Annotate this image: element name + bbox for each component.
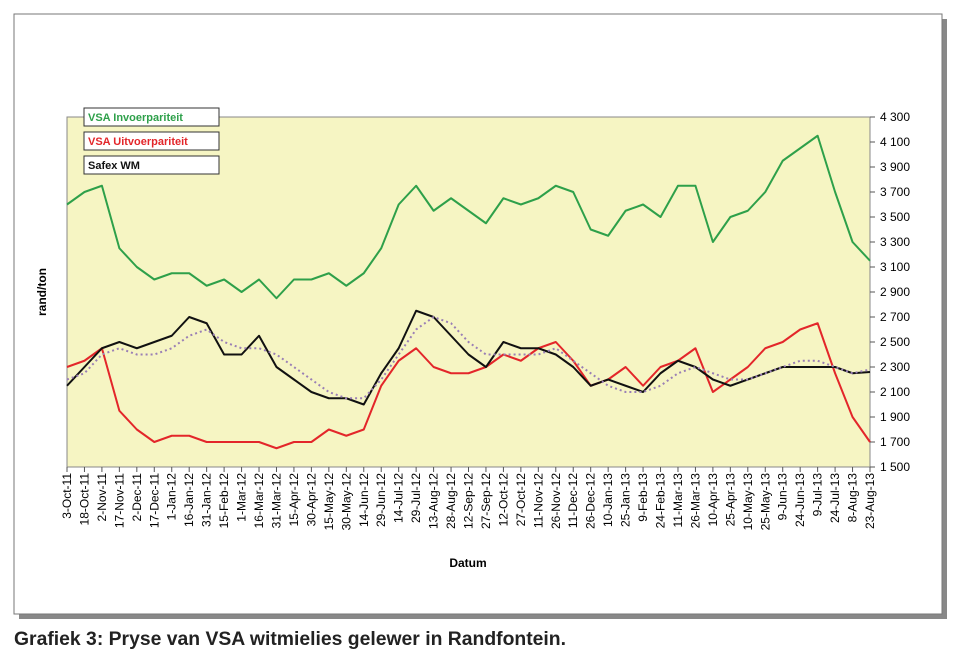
y-axis-title: rand/ton [35,268,49,316]
x-tick-label: 31-Jan-12 [200,473,214,527]
x-tick-label: 14-Jul-12 [392,473,406,523]
x-tick-label: 27-Sep-12 [479,473,493,529]
x-tick-label: 2-Dec-11 [130,473,144,522]
x-tick-label: 27-Oct-12 [514,473,528,527]
y-tick-label: 4 300 [880,110,910,124]
x-tick-label: 1-Mar-12 [235,473,249,522]
x-tick-label: 15-Apr-12 [287,473,301,527]
x-tick-label: 10-May-13 [741,473,755,531]
legend-label: Safex WM [88,160,140,172]
x-tick-label: 11-Nov-12 [531,473,545,528]
y-tick-label: 3 300 [880,235,910,249]
y-tick-label: 1 900 [880,410,910,424]
x-tick-label: 25-May-13 [758,473,772,531]
x-tick-label: 18-Oct-11 [77,473,91,526]
x-tick-label: 16-Mar-12 [252,473,266,529]
x-tick-label: 12-Sep-12 [462,473,476,529]
x-tick-label: 30-May-12 [339,473,353,531]
x-tick-label: 25-Apr-13 [723,473,737,527]
x-tick-label: 15-Feb-12 [217,473,231,529]
x-tick-label: 24-Jul-13 [828,473,842,523]
x-tick-label: 26-Dec-12 [584,473,598,529]
x-axis-title: Datum [449,556,486,570]
x-tick-label: 2-Nov-11 [95,473,109,522]
x-tick-label: 23-Aug-13 [863,473,877,529]
x-tick-label: 11-Dec-12 [566,473,580,528]
x-tick-label: 3-Oct-11 [60,473,74,519]
x-tick-label: 13-Aug-12 [427,473,441,529]
x-tick-label: 11-Mar-13 [671,473,685,528]
x-tick-label: 10-Apr-13 [706,473,720,527]
x-tick-label: 1-Jan-12 [165,473,179,521]
x-tick-label: 24-Feb-13 [654,473,668,529]
x-tick-label: 26-Mar-13 [688,473,702,529]
legend-label: VSA Uitvoerpariteit [88,136,188,148]
y-tick-label: 3 100 [880,260,910,274]
x-tick-label: 29-Jun-12 [374,473,388,527]
legend-box [83,155,220,175]
series-line [66,316,871,400]
x-tick-label: 8-Aug-13 [846,473,860,523]
x-tick-label: 10-Jan-13 [601,473,615,527]
y-tick-label: 3 700 [880,185,910,199]
x-tick-label: 9-Feb-13 [636,473,650,522]
y-tick-label: 3 900 [880,160,910,174]
caption: Grafiek 3: Pryse van VSA witmielies gele… [14,629,566,650]
x-tick-label: 12-Oct-12 [496,473,510,527]
x-tick-label: 28-Aug-12 [444,473,458,529]
x-tick-label: 9-Jun-13 [776,473,790,521]
x-tick-label: 24-Jun-13 [793,473,807,527]
y-tick-label: 1 700 [880,435,910,449]
y-tick-label: 2 500 [880,335,910,349]
legend-box [83,131,220,151]
x-tick-label: 16-Jan-12 [182,473,196,527]
x-tick-label: 17-Dec-11 [147,473,161,528]
series-line [66,134,871,300]
x-tick-label: 26-Nov-12 [549,473,563,529]
y-tick-label: 3 500 [880,210,910,224]
y-tick-label: 2 100 [880,385,910,399]
y-tick-label: 2 900 [880,285,910,299]
x-tick-label: 25-Jan-13 [619,473,633,527]
y-tick-label: 2 300 [880,360,910,374]
y-tick-label: 4 100 [880,135,910,149]
y-tick-label: 1 500 [880,460,910,474]
y-tick-label: 2 700 [880,310,910,324]
x-tick-label: 15-May-12 [322,473,336,531]
x-tick-label: 14-Jun-12 [357,473,371,527]
legend-box [83,107,220,127]
x-tick-label: 9-Jul-13 [811,473,825,517]
series-line [66,309,871,406]
x-tick-label: 31-Mar-12 [269,473,283,529]
x-tick-label: 17-Nov-11 [112,473,126,528]
x-tick-label: 30-Apr-12 [304,473,318,527]
x-tick-label: 29-Jul-12 [409,473,423,523]
series-line [66,322,871,450]
legend-label: VSA Invoerpariteit [88,112,183,124]
plot-area [66,116,871,468]
